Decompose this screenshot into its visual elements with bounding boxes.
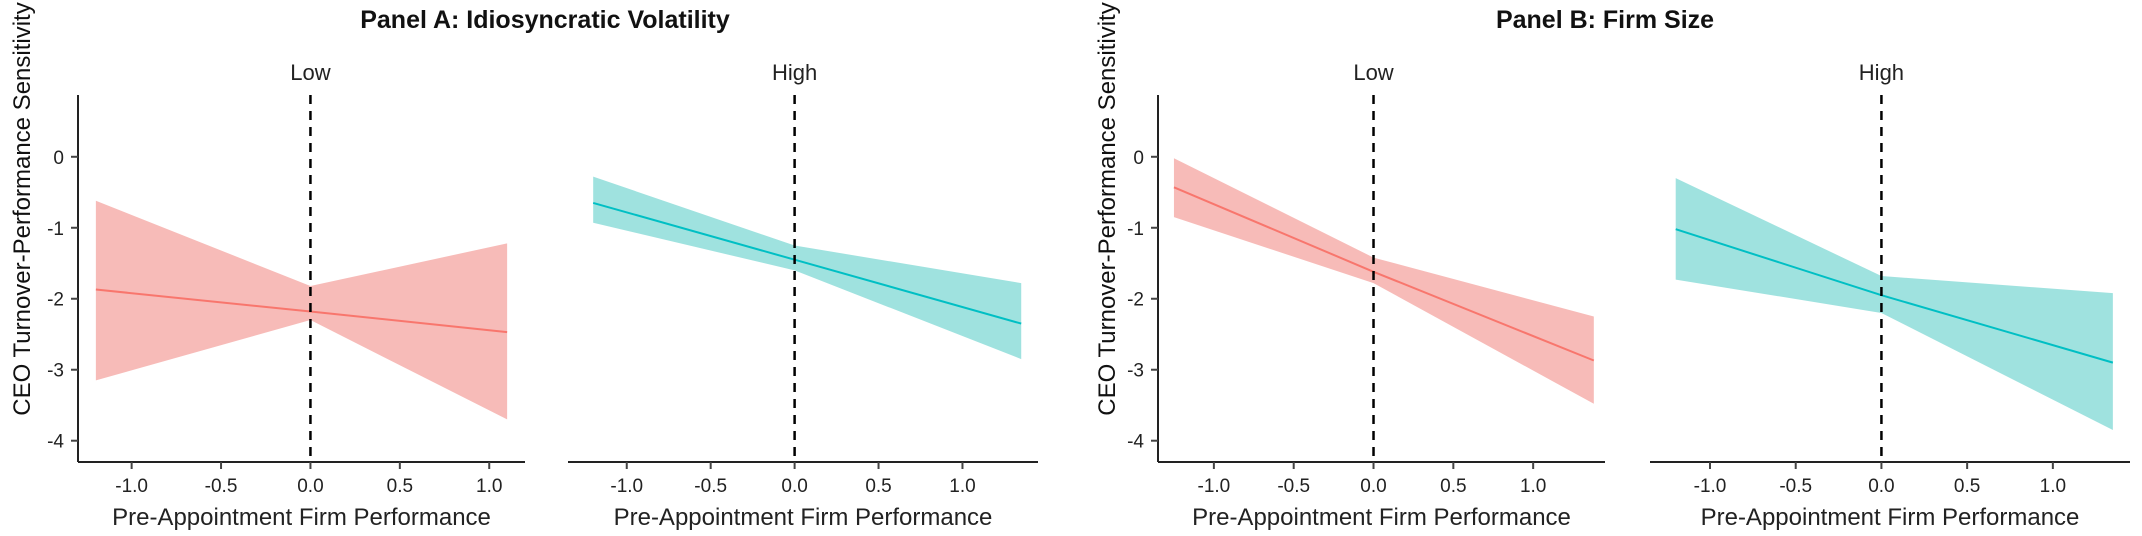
chart-0-y-tick-label-4: -4 — [47, 432, 64, 453]
chart-0-facet-0-x-tick-label-2: 0.0 — [297, 476, 323, 497]
panel-a-title: Panel A: Idiosyncratic Volatility — [360, 6, 730, 34]
chart-0-facet-1-label: High — [772, 60, 817, 85]
chart-1-facet-1-x-tick-label-0: -1.0 — [1694, 476, 1727, 497]
chart-1-y-tick-label-0: 0 — [1133, 148, 1144, 169]
panel-b-title: Panel B: Firm Size — [1495, 6, 1715, 34]
chart-0-y-tick-label-2: -2 — [47, 290, 64, 311]
chart-1-y-tick-label-3: -3 — [1127, 361, 1144, 382]
chart-1-facet-1-x-axis-label: Pre-Appointment Firm Performance — [1701, 504, 2080, 531]
chart-0-facet-1-fit-line — [592, 201, 1022, 325]
chart-0-facet-0-x-tick-label-1: -0.5 — [205, 476, 238, 497]
chart-0-facet-0-x-tick-label-0: -1.0 — [115, 476, 148, 497]
chart-0-facet-0-x-axis-label: Pre-Appointment Firm Performance — [112, 504, 491, 531]
chart-0-facet-0-x-tick-label-3: 0.5 — [387, 476, 413, 497]
chart-0-facet-1-x-tick-label-2: 0.0 — [781, 476, 807, 497]
chart-0-y-tick-label-1: -1 — [47, 219, 64, 240]
chart-1-y-tick-label-4: -4 — [1127, 432, 1144, 453]
chart-1-facet-0-x-axis-label: Pre-Appointment Firm Performance — [1192, 504, 1571, 531]
chart-1-facet-0-x-tick-label-0: -1.0 — [1198, 476, 1231, 497]
chart-1-facet-0-x-tick-label-3: 0.5 — [1440, 476, 1466, 497]
chart-1-facet-0-label: Low — [1353, 60, 1393, 85]
chart-0-facet-0-x-tick-label-4: 1.0 — [476, 476, 502, 497]
chart-1-y-tick-label-1: -1 — [1127, 219, 1144, 240]
chart-1-facet-1-confidence-band — [1675, 178, 2113, 431]
chart-0-facet-1-x-tick-label-0: -1.0 — [610, 476, 643, 497]
chart-1-facet-1-x-tick-label-2: 0.0 — [1868, 476, 1894, 497]
chart-0-y-tick-label-3: -3 — [47, 361, 64, 382]
chart-1-facet-1-label: High — [1859, 60, 1904, 85]
chart-0-facet-1-confidence-band — [593, 176, 1022, 360]
chart-1-facet-1-x-tick-label-1: -0.5 — [1779, 476, 1812, 497]
chart-0-facet-1-x-axis-label: Pre-Appointment Firm Performance — [614, 504, 993, 531]
chart-1-facet-0-confidence-band — [1173, 158, 1594, 404]
chart-1-facet-1-x-tick-label-4: 1.0 — [2040, 476, 2066, 497]
chart-1-facet-0-x-tick-label-4: 1.0 — [1520, 476, 1546, 497]
chart-0-facet-1-x-tick-label-1: -0.5 — [694, 476, 727, 497]
chart-1-facet-0-x-tick-label-1: -0.5 — [1277, 476, 1310, 497]
chart-1-facet-0-x-tick-label-2: 0.0 — [1360, 476, 1386, 497]
chart-0-facet-1-x-tick-label-3: 0.5 — [865, 476, 891, 497]
chart-0-facet-1-x-tick-label-4: 1.0 — [949, 476, 975, 497]
chart-1-y-tick-label-2: -2 — [1127, 290, 1144, 311]
chart-0-facet-0-label: Low — [290, 60, 330, 85]
chart-1-facet-1-x-tick-label-3: 0.5 — [1954, 476, 1980, 497]
chart-0-y-tick-label-0: 0 — [53, 148, 64, 169]
